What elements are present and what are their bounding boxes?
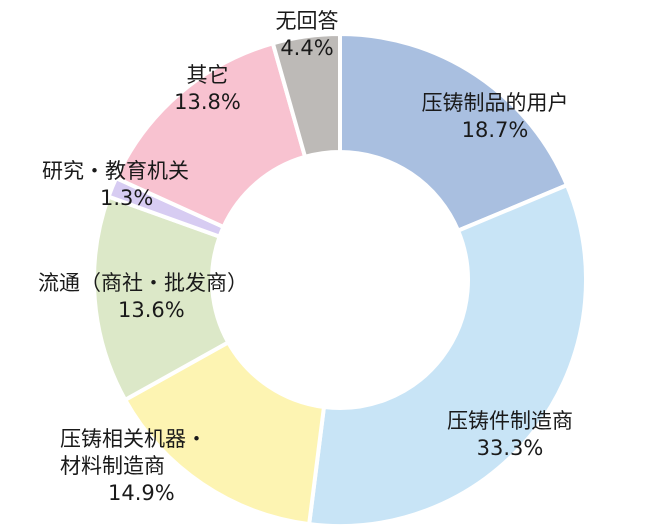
slice-percent-die-casters: 33.3% (476, 436, 544, 460)
slice-name-other: 其它 (186, 63, 229, 87)
slice-name-no-answer: 无回答 (275, 9, 339, 33)
slice-name-equipment-makers-line2: 材料制造商 (60, 454, 165, 478)
slice-percent-other: 13.8% (174, 90, 241, 114)
slice-name-distribution: 流通（商社・批发商） (38, 271, 248, 295)
slice-label-no-answer: 无回答 4.4% (262, 8, 352, 62)
slice-percent-research: 1.3% (100, 186, 154, 210)
slice-label-distribution: 流通（商社・批发商） 13.6% (38, 270, 288, 324)
slice-label-other: 其它 13.8% (160, 62, 255, 116)
slice-percent-no-answer: 4.4% (280, 36, 334, 60)
slice-name-users: 压铸制品的用户 (421, 91, 569, 115)
slice-name-die-casters: 压铸件制造商 (447, 409, 573, 433)
slice-label-die-casters: 压铸件制造商 33.3% (420, 408, 600, 462)
slice-label-users: 压铸制品的用户 18.7% (395, 90, 595, 144)
donut-slice-users (338, 32, 569, 233)
donut-slice-die-casters (307, 183, 588, 528)
donut-slice-distribution (92, 194, 231, 402)
donut-slice-other (114, 41, 308, 229)
slice-name-equipment-makers-line1: 压铸相关机器・ (60, 427, 207, 451)
slice-percent-equipment-makers: 14.9% (108, 481, 175, 505)
slice-label-equipment-makers: 压铸相关机器・ 材料制造商 14.9% (60, 426, 235, 507)
slice-percent-distribution: 13.6% (118, 298, 185, 322)
slice-percent-users: 18.7% (461, 118, 529, 142)
slice-label-research: 研究・教育机关 1.3% (42, 158, 232, 212)
slice-name-research: 研究・教育机关 (42, 159, 189, 183)
donut-slice-equipment-makers (123, 340, 326, 527)
donut-slice-no-answer (270, 32, 342, 159)
